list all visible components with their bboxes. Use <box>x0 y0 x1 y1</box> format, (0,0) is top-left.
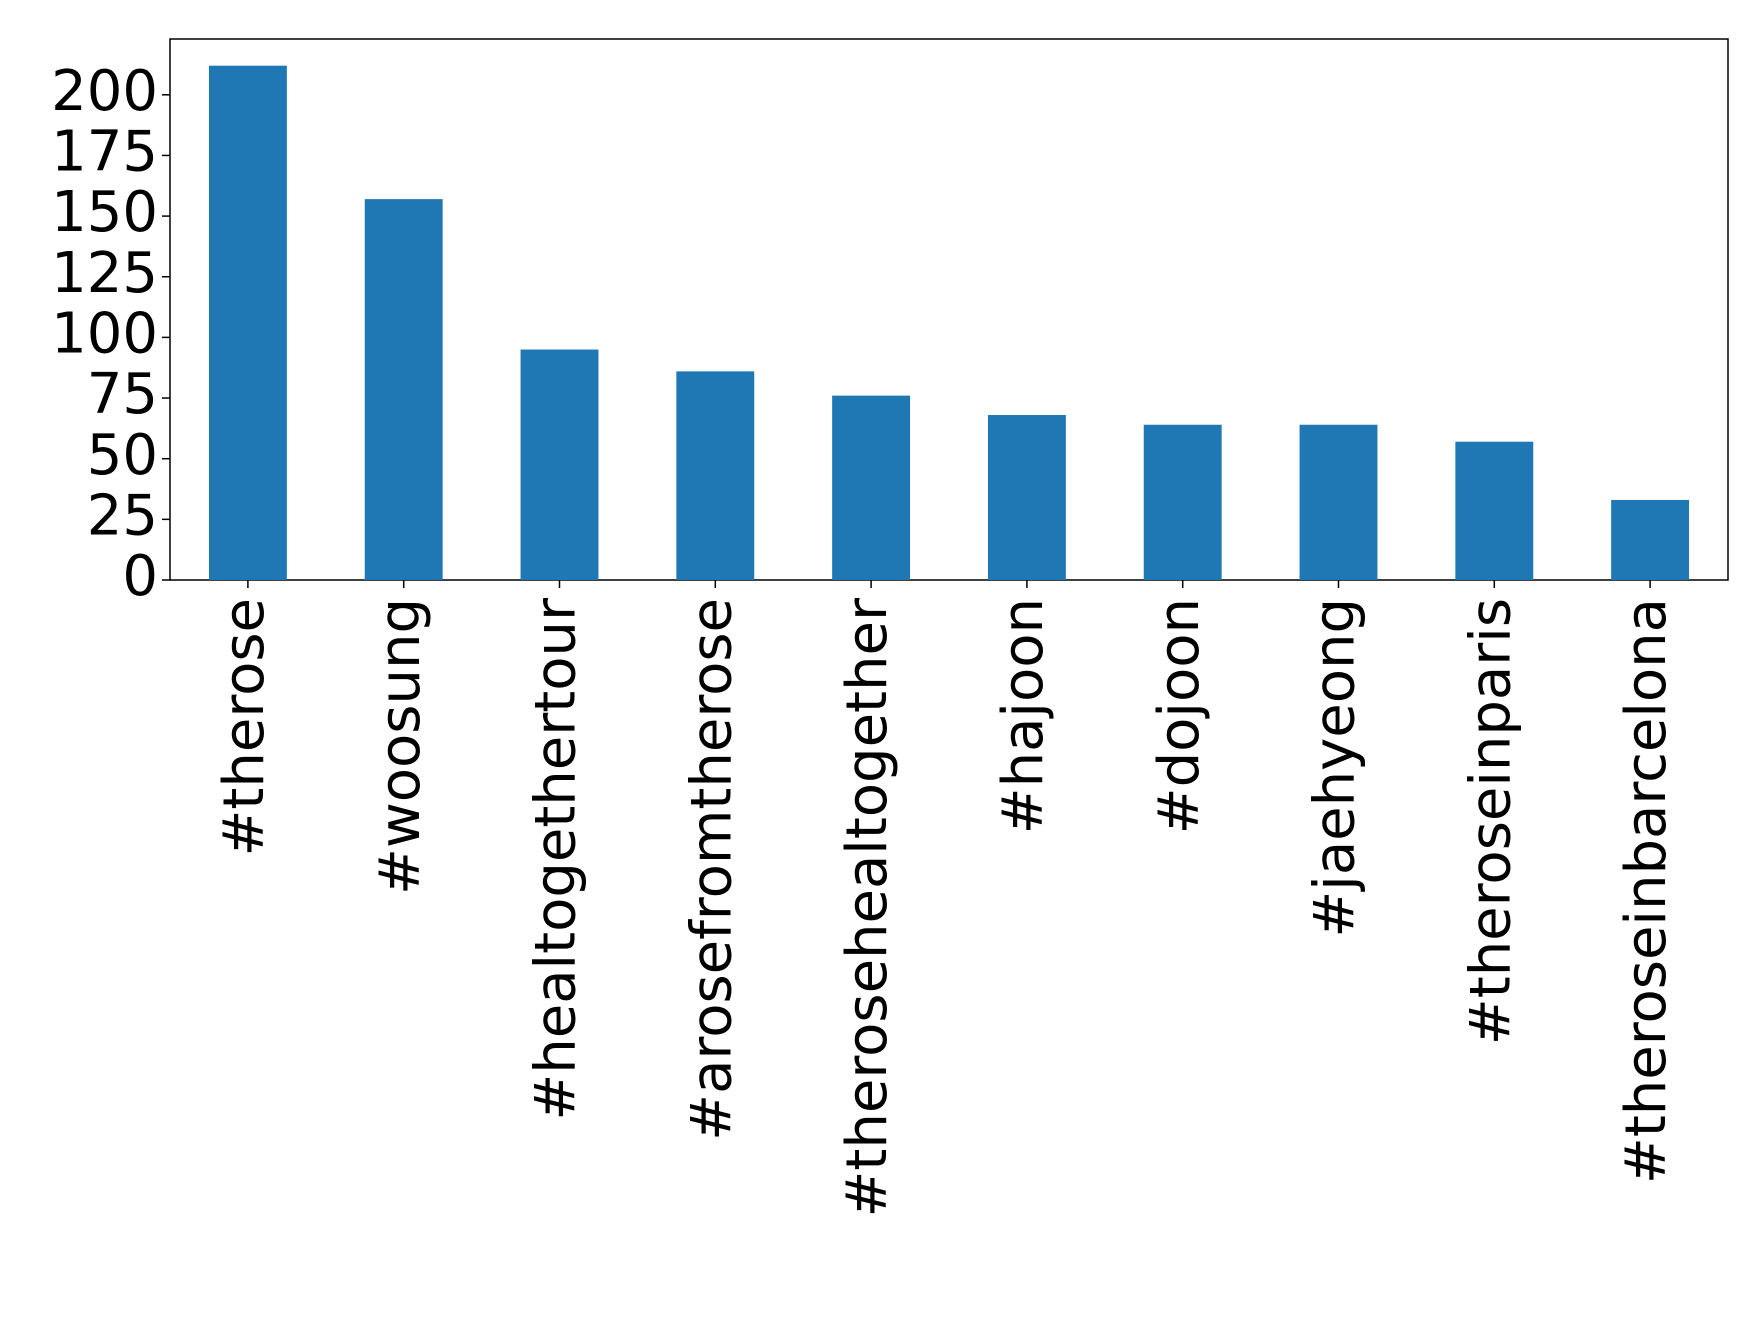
y-tick-label: 0 <box>122 544 158 609</box>
x-tick-label: #theroseinparis <box>1458 598 1523 1045</box>
y-tick-label: 50 <box>87 423 158 488</box>
bar <box>1455 441 1534 580</box>
bar <box>987 415 1066 580</box>
x-tick-label: #woosung <box>368 598 433 895</box>
bar <box>1143 424 1222 580</box>
bar <box>1611 499 1690 580</box>
bar <box>1299 424 1378 580</box>
bar <box>832 395 911 580</box>
x-tick-label: #therosehealtogether <box>835 597 900 1217</box>
y-tick-label: 75 <box>87 362 158 427</box>
plot-frame <box>169 38 1729 581</box>
x-tick-label: #theroseinbarcelona <box>1614 598 1679 1184</box>
x-tick-label: #jaehyeong <box>1303 598 1368 938</box>
bar <box>520 349 599 580</box>
y-tick-label: 25 <box>87 483 158 548</box>
bar <box>208 65 287 580</box>
x-tick-label: #dojoon <box>1147 598 1212 834</box>
x-tick-label: #therose <box>212 598 277 857</box>
x-tick-label: #hajoon <box>991 598 1056 834</box>
x-tick-label: #healtogethertour <box>524 597 589 1121</box>
bar <box>364 199 443 581</box>
bar <box>676 371 755 580</box>
y-tick-label: 200 <box>51 59 158 124</box>
y-tick-label: 175 <box>51 120 158 185</box>
y-tick-label: 125 <box>51 241 158 306</box>
x-tick-label: #arosefromtherose <box>679 598 744 1141</box>
y-tick-label: 100 <box>51 302 158 367</box>
y-tick-label: 150 <box>51 180 158 245</box>
